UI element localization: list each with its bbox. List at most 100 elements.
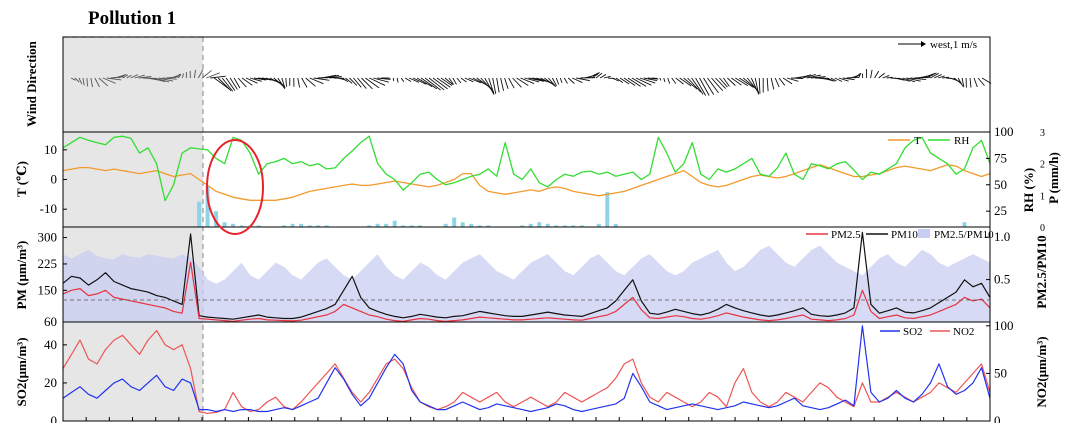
shaded-period [63,37,203,421]
pm-y2-tick-label-1: 1.0 [994,229,1010,244]
wind-vector [802,74,816,79]
wind-vector [241,77,253,86]
wind-vector [854,73,861,79]
wind-vector [679,77,692,87]
wind-vector [70,77,76,81]
wind-vector [663,77,666,83]
precip-bar [375,223,380,227]
gas-legend: SO2 NO2 [880,326,974,338]
wind-vector [341,77,349,83]
wind-vector [416,77,433,88]
wind-vector [86,77,88,87]
wind-vector [432,77,448,90]
wind-vector [778,77,786,86]
wind-vector [567,77,575,84]
wind-vector [221,77,234,92]
legend-label-NO2: NO2 [953,326,974,338]
wind-vector [659,77,662,81]
wind-vector [82,77,85,86]
wind-vector [842,77,855,81]
wind-vector [516,77,529,86]
gas-y2-tick-label-0: 0 [994,413,1001,423]
met-y3-tick-label-1: 2 [1040,160,1045,171]
pm-y-tick-label-0: 60 [44,314,57,329]
wind-vector [253,77,267,81]
wind-vector [74,77,80,83]
wind-vector [544,77,556,87]
wind-vector [321,74,337,79]
wind-vector [559,77,563,84]
wind-vector [512,77,522,88]
wind-vector [902,77,916,83]
wind-vector [520,77,535,84]
wind-vector [134,74,145,79]
pm-legend: PM2.5 PM10 PM2.5/PM10 [806,229,994,241]
precip-bar [452,217,457,227]
wind-vector [619,77,630,85]
legend-label-SO2: SO2 [903,326,923,338]
pm-y2-tick-label-0: 0.5 [994,272,1010,287]
precip-bar [545,223,550,227]
wind-vector [181,73,184,79]
wind-vector [245,77,258,84]
wind-vector [739,77,754,88]
precip-bar [477,225,482,227]
wind-vector [766,77,769,92]
wind-vector [850,74,861,79]
precip-bar [392,220,397,227]
wind-vector [424,77,441,91]
wind-vector [154,77,170,83]
met-y2-tick-label-3: 25 [994,203,1007,218]
wind-vector [504,77,509,89]
wind-vector [281,77,286,89]
wind-vector [810,76,826,79]
wind-vector [834,77,843,82]
wind-vector [277,77,286,90]
wind-vector [942,76,950,79]
gases-panel: 0 20 40 0 50 100 [44,318,1014,423]
wind-vector [158,77,174,82]
wind-vector [667,77,671,84]
wind-vector [353,77,362,88]
met-legend: T RH [888,135,969,147]
wind-vector [754,77,760,95]
wind-vector [898,77,910,82]
wind-vector [926,72,937,79]
wind-vector [627,77,641,87]
wind-vector [938,75,945,79]
precip-bar [401,225,406,227]
series-line-NO2 [62,330,991,414]
wind-vector [615,77,624,83]
wind-vector [496,77,500,93]
wind-vector [492,77,497,94]
wind-vector [237,77,247,88]
wind-vector [973,77,978,88]
precip-bar [579,225,584,227]
highlight-ellipse [206,139,264,235]
wind-vector [90,77,93,88]
wind-vector [727,77,736,86]
wind-vector [229,77,238,90]
wind-vector [349,77,358,86]
wind-vector [460,77,467,83]
wind-vector [305,77,316,87]
wind-vector [508,77,515,89]
wind-vector [138,76,152,79]
precip-bar [307,225,312,227]
met-y3-tick-label-3: 0 [1040,223,1045,234]
wind-vector [548,77,557,87]
wind-vector [361,77,373,90]
wind-vector [456,77,462,84]
wind-vector [719,77,728,88]
wind-legend-arrowhead [921,41,926,47]
wind-vector [750,77,760,95]
wind-vector [233,77,241,89]
series-line-PM25 [62,261,991,322]
met-y-tick-label-2: -10 [40,201,57,216]
wind-ylabel: Wind Direction [24,40,39,127]
wind-vector [396,77,399,83]
wind-vector [404,77,412,82]
wind-vector [357,77,367,89]
wind-vector [934,74,942,79]
